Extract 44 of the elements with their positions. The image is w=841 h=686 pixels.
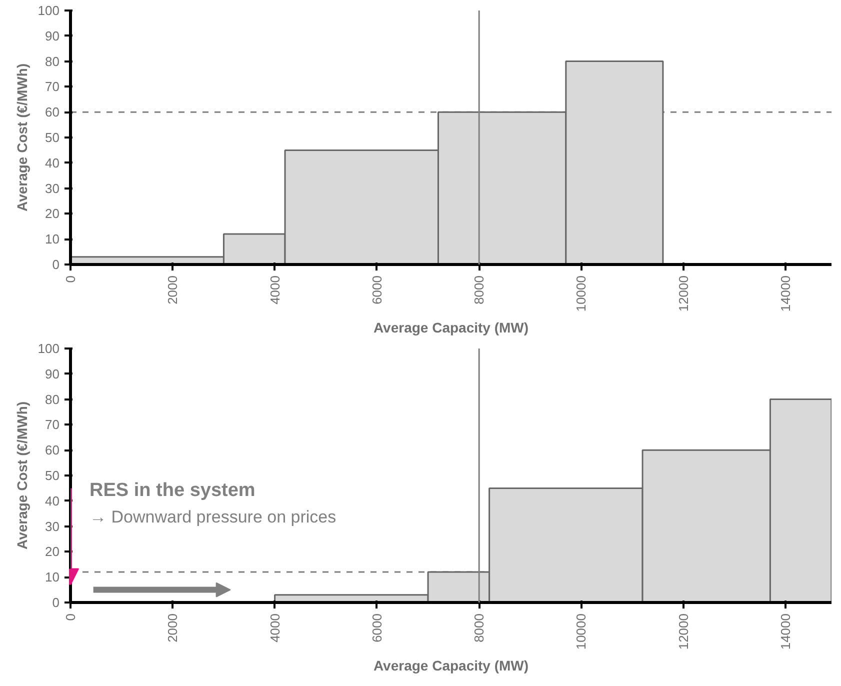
x-tick-label: 0 [63, 613, 78, 621]
y-tick-label: 40 [45, 493, 60, 508]
y-tick-label: 90 [45, 366, 60, 382]
y-tick-label: 60 [45, 104, 60, 120]
y-tick-label: 70 [45, 417, 60, 432]
y-axis-title: Average Cost (€/MWh) [14, 401, 30, 550]
x-tick-label: 4000 [267, 276, 282, 304]
y-tick-label: 30 [45, 518, 60, 534]
y-tick-label: 50 [45, 468, 60, 483]
annotation: RES in the system [90, 480, 256, 501]
y-tick-label: 10 [45, 570, 60, 585]
x-tick-label: 6000 [369, 614, 384, 642]
x-tick-label: 0 [63, 275, 78, 283]
y-tick-label: 50 [45, 130, 60, 145]
y-tick-label: 20 [45, 206, 60, 222]
x-tick-label: 10000 [574, 613, 589, 650]
y-tick-label: 100 [38, 3, 60, 18]
x-tick-label: 8000 [472, 614, 487, 642]
x-tick-label: 2000 [165, 276, 180, 304]
x-axis-title: Average Capacity (MW) [373, 658, 529, 674]
y-tick-label: 90 [45, 28, 60, 44]
x-tick-label: 8000 [472, 276, 487, 304]
x-tick-label: 14000 [778, 613, 794, 650]
y-tick-label: 0 [52, 595, 60, 610]
y-tick-label: 20 [45, 544, 60, 560]
x-tick-label: 10000 [574, 275, 589, 312]
y-tick-label: 80 [45, 54, 60, 69]
x-tick-label: 4000 [267, 614, 282, 642]
x-tick-label: 14000 [778, 275, 794, 312]
y-tick-label: 100 [38, 341, 60, 356]
x-tick-label: 12000 [676, 613, 691, 650]
y-tick-label: 10 [45, 232, 60, 247]
y-tick-label: 40 [45, 155, 60, 170]
y-tick-label: 70 [45, 79, 60, 94]
x-tick-label: 2000 [165, 614, 180, 642]
y-tick-label: 30 [45, 180, 60, 196]
x-tick-label: 12000 [676, 275, 691, 312]
y-tick-label: 0 [52, 257, 60, 272]
x-axis-title: Average Capacity (MW) [373, 320, 529, 336]
annotation: → Downward pressure on prices [90, 507, 336, 526]
x-tick-label: 6000 [369, 276, 384, 304]
y-tick-label: 60 [45, 442, 60, 458]
y-tick-label: 80 [45, 392, 60, 407]
y-axis-title: Average Cost (€/MWh) [14, 63, 30, 212]
